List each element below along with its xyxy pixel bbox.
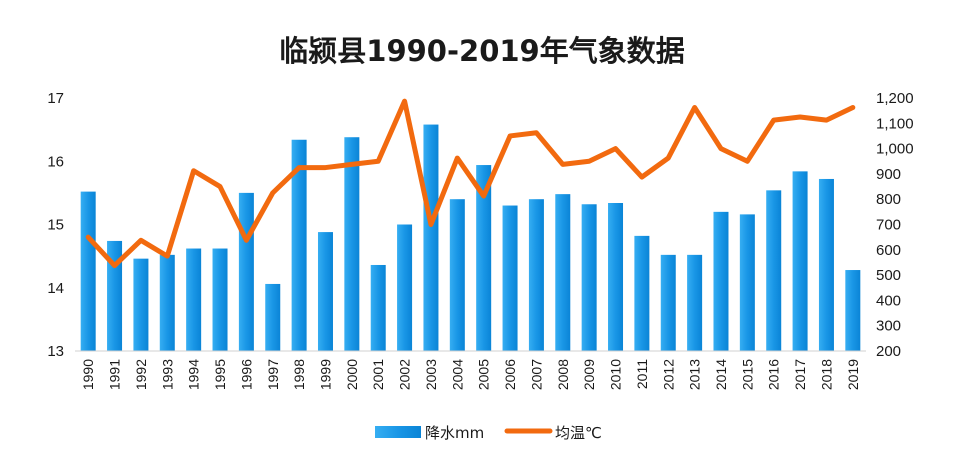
x-tick-label: 2012 — [660, 359, 676, 390]
bar-1996 — [238, 192, 254, 352]
legend-label-temperature: 均温℃ — [555, 424, 602, 442]
legend: 降水mm 均温℃ — [375, 424, 602, 442]
x-tick-label: 2018 — [818, 359, 834, 390]
x-tick-label: 2007 — [528, 359, 544, 390]
x-tick-label: 2014 — [713, 359, 729, 390]
bar-2000 — [344, 137, 360, 351]
right-tick-label: 800 — [876, 191, 901, 208]
bar-2002 — [397, 224, 413, 351]
x-tick-label: 1994 — [186, 359, 202, 390]
chart-title: 临颍县1990-2019年气象数据 — [279, 34, 684, 68]
right-tick-label: 500 — [876, 267, 901, 284]
bar-1993 — [159, 254, 175, 351]
left-tick-label: 16 — [47, 153, 64, 170]
x-tick-label: 1996 — [238, 359, 254, 390]
x-tick-label: 2005 — [476, 359, 492, 390]
bar-1999 — [317, 232, 333, 351]
x-tick-label: 2008 — [555, 359, 571, 390]
bar-2001 — [370, 264, 386, 351]
x-tick-label: 2003 — [423, 359, 439, 390]
bar-2007 — [528, 199, 544, 351]
x-tick-label: 2001 — [370, 359, 386, 390]
right-tick-label: 900 — [876, 166, 901, 183]
right-tick-label: 200 — [876, 343, 901, 360]
x-tick-label: 2004 — [449, 359, 465, 390]
x-tick-label: 1992 — [133, 359, 149, 390]
right-tick-label: 1,200 — [876, 90, 914, 107]
bar-1997 — [265, 283, 281, 351]
legend-label-precipitation: 降水mm — [425, 424, 484, 442]
right-tick-label: 400 — [876, 292, 901, 309]
x-tick-label: 2002 — [397, 359, 413, 390]
bar-2010 — [608, 203, 624, 351]
left-axis: 13 14 15 16 17 — [47, 90, 64, 360]
x-tick-label: 2015 — [739, 359, 755, 390]
bar-2003 — [423, 124, 439, 351]
bar-1990 — [80, 191, 96, 351]
bar-2014 — [713, 211, 729, 351]
x-tick-label: 2016 — [766, 359, 782, 390]
right-tick-label: 300 — [876, 318, 901, 335]
left-tick-label: 13 — [47, 343, 64, 360]
bar-1991 — [107, 240, 123, 351]
legend-swatch-precipitation — [375, 426, 421, 438]
x-tick-label: 2017 — [792, 359, 808, 390]
x-tick-label: 1990 — [80, 359, 96, 390]
bar-2011 — [634, 235, 650, 351]
right-tick-label: 1,100 — [876, 115, 914, 132]
left-tick-label: 15 — [47, 217, 64, 234]
bar-2018 — [818, 178, 834, 351]
bar-2004 — [449, 199, 465, 351]
x-tick-label: 2011 — [634, 359, 650, 389]
right-axis: 200 300 400 500 600 700 800 900 1,000 1,100 1,200 — [876, 90, 914, 360]
x-tick-label: 2000 — [344, 359, 360, 390]
bar-1998 — [291, 139, 307, 351]
bar-1994 — [186, 248, 202, 351]
x-tick-label: 2006 — [502, 359, 518, 390]
x-tick-label: 1993 — [159, 359, 175, 390]
x-tick-label: 1991 — [107, 359, 123, 390]
left-tick-label: 14 — [47, 280, 64, 297]
bar-2008 — [555, 194, 571, 351]
bar-2005 — [476, 165, 492, 351]
x-tick-label: 1999 — [317, 359, 333, 390]
x-axis: 1990 1991 1992 1993 1994 1995 1996 1997 1998 1999… — [80, 359, 861, 390]
temperature-line — [85, 98, 856, 269]
line-layer — [85, 98, 856, 269]
bar-1995 — [212, 248, 228, 351]
bar-2012 — [660, 254, 676, 351]
bar-2017 — [792, 171, 808, 351]
x-tick-label: 2013 — [687, 359, 703, 390]
bar-2019 — [845, 270, 861, 351]
bar-2009 — [581, 204, 597, 351]
x-tick-label: 2009 — [581, 359, 597, 390]
left-tick-label: 17 — [47, 90, 64, 107]
bar-1992 — [133, 258, 149, 351]
x-tick-label: 2010 — [608, 359, 624, 390]
x-tick-label: 1995 — [212, 359, 228, 390]
bar-2006 — [502, 205, 518, 351]
right-tick-label: 1,000 — [876, 141, 914, 158]
x-tick-label: 1997 — [265, 359, 281, 390]
bar-2016 — [766, 190, 782, 351]
x-tick-label: 2019 — [845, 359, 861, 390]
bar-2013 — [687, 254, 703, 351]
x-tick-label: 1998 — [291, 359, 307, 390]
bars-layer — [80, 124, 861, 352]
right-tick-label: 700 — [876, 217, 901, 234]
bar-2015 — [739, 214, 755, 351]
right-tick-label: 600 — [876, 242, 901, 259]
